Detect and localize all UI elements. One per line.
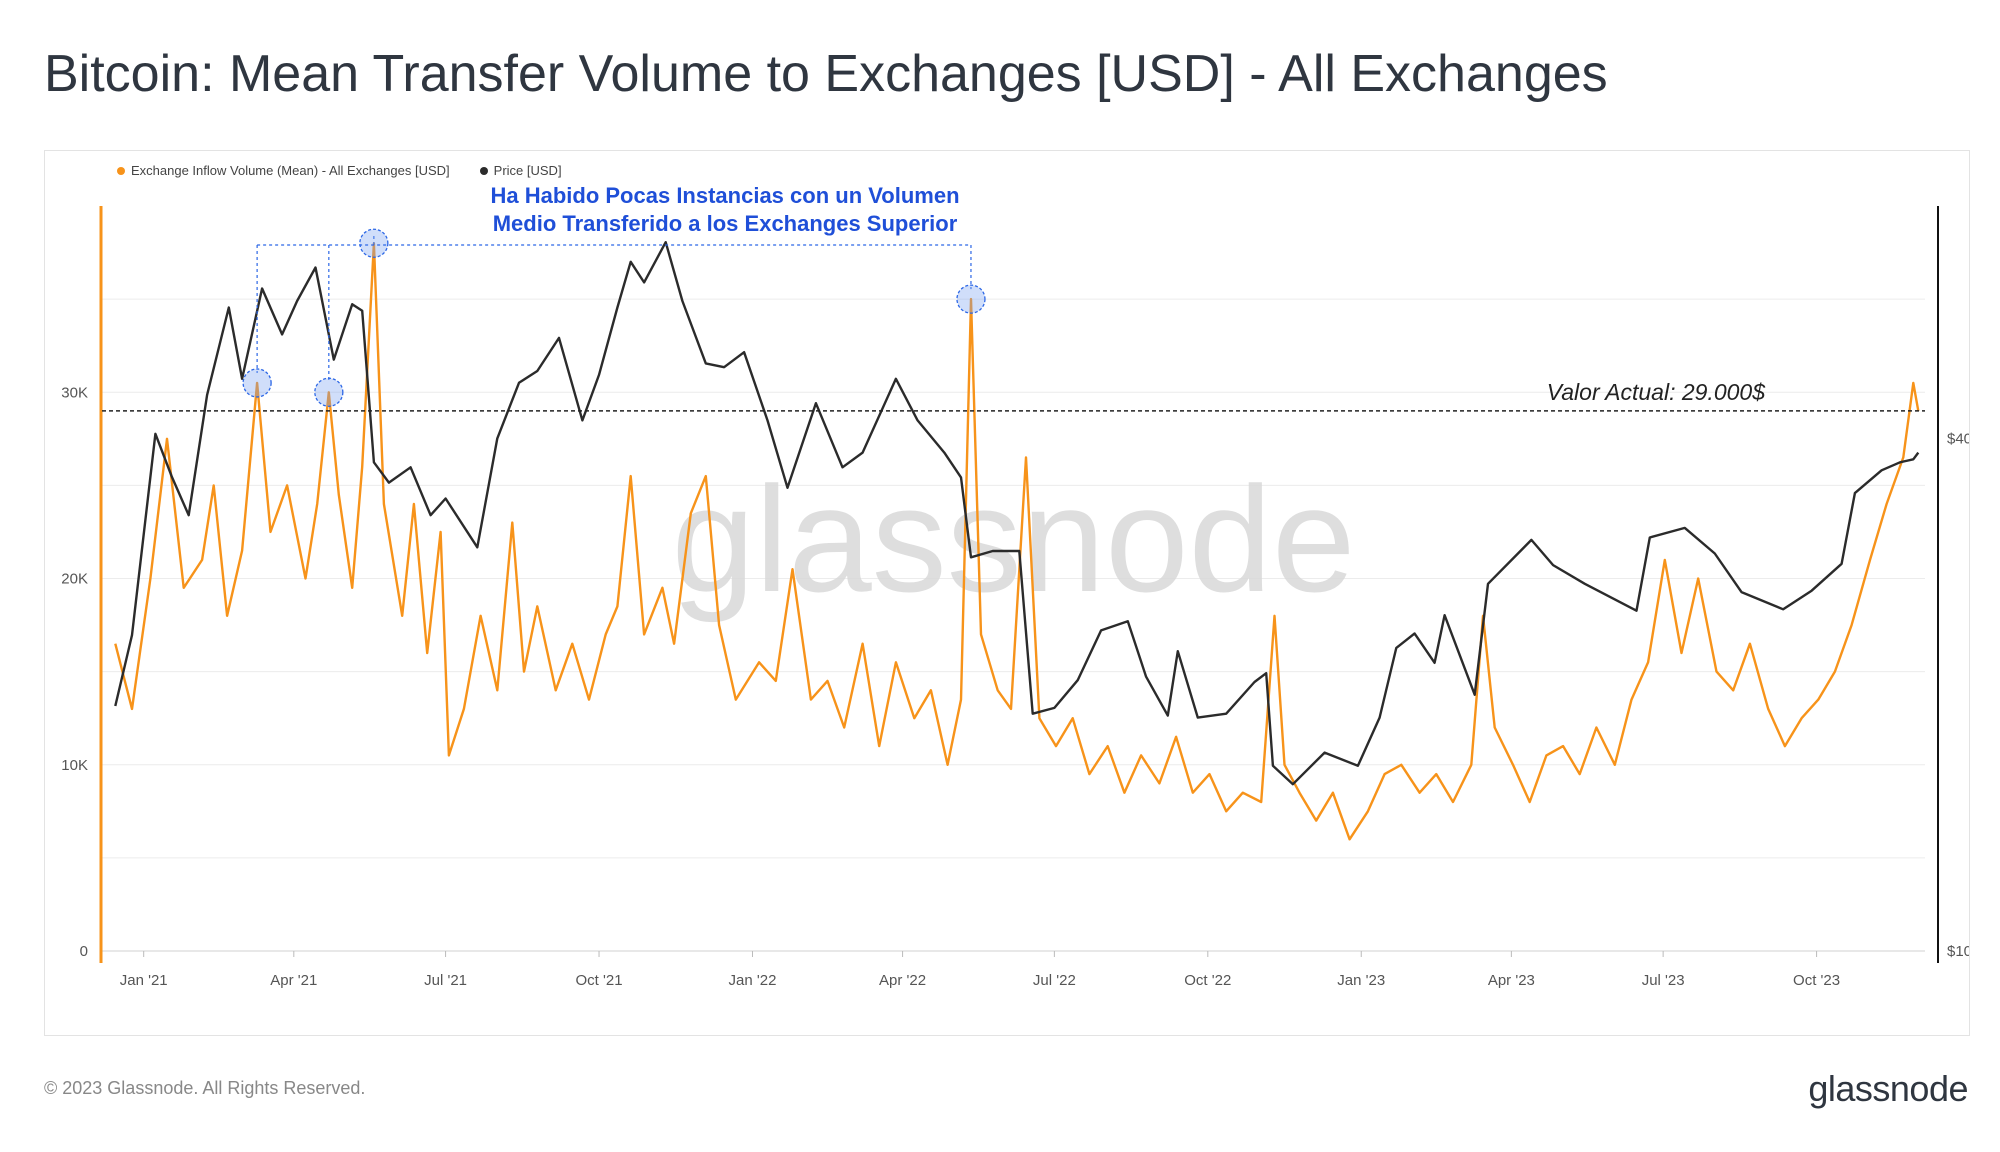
y-left-tick-1: 10K xyxy=(61,757,88,774)
x-tick-2: Jul '21 xyxy=(424,972,467,989)
footer-copyright: © 2023 Glassnode. All Rights Reserved. xyxy=(44,1078,366,1098)
chart-legend: Exchange Inflow Volume (Mean) - All Exch… xyxy=(117,163,562,178)
y-left-tick-0: 0 xyxy=(80,943,88,960)
annotation-line-2: Medio Transferido a los Exchanges Superi… xyxy=(493,211,958,236)
y-right-tick-0: $10k xyxy=(1947,943,1969,960)
x-tick-9: Apr '23 xyxy=(1488,972,1535,989)
x-tick-5: Apr '22 xyxy=(879,972,926,989)
legend-label-inflow: Exchange Inflow Volume (Mean) - All Exch… xyxy=(131,163,450,178)
legend-dot-price xyxy=(479,166,488,175)
chart-title: Bitcoin: Mean Transfer Volume to Exchang… xyxy=(44,45,1608,103)
x-tick-3: Oct '21 xyxy=(575,972,622,989)
x-tick-11: Oct '23 xyxy=(1793,972,1840,989)
x-tick-4: Jan '22 xyxy=(729,972,777,989)
legend-item-price[interactable]: Price [USD] xyxy=(479,163,562,178)
watermark: glassnode xyxy=(672,455,1356,623)
x-tick-10: Jul '23 xyxy=(1642,972,1685,989)
x-tick-8: Jan '23 xyxy=(1337,972,1385,989)
chart-frame: Exchange Inflow Volume (Mean) - All Exch… xyxy=(44,150,1970,1036)
x-tick-6: Jul '22 xyxy=(1033,972,1076,989)
y-left-tick-2: 20K xyxy=(61,571,88,588)
x-tick-0: Jan '21 xyxy=(120,972,168,989)
legend-label-price: Price [USD] xyxy=(493,163,562,178)
x-tick-1: Apr '21 xyxy=(270,972,317,989)
current-value-label: Valor Actual: 29.000$ xyxy=(1547,379,1766,405)
annotation-line-1: Ha Habido Pocas Instancias con un Volume… xyxy=(490,183,959,208)
price-series-line xyxy=(114,240,1920,786)
legend-dot-inflow xyxy=(117,166,125,175)
peak-highlight-0 xyxy=(242,368,272,398)
peak-highlight-3 xyxy=(956,284,986,314)
inflow-series-line xyxy=(114,242,1920,841)
footer-logo[interactable]: glassnode xyxy=(1808,1068,1968,1109)
chart-canvas: glassnode 0 10K 20K 30K $10k $40k Jan '21 Apr '2… xyxy=(61,183,1969,989)
peak-highlight-2 xyxy=(359,228,389,258)
y-left-tick-3: 30K xyxy=(61,384,88,401)
peak-highlight-1 xyxy=(314,377,344,407)
legend-item-inflow[interactable]: Exchange Inflow Volume (Mean) - All Exch… xyxy=(117,163,450,178)
x-tick-7: Oct '22 xyxy=(1184,972,1231,989)
y-right-tick-1: $40k xyxy=(1947,430,1969,447)
